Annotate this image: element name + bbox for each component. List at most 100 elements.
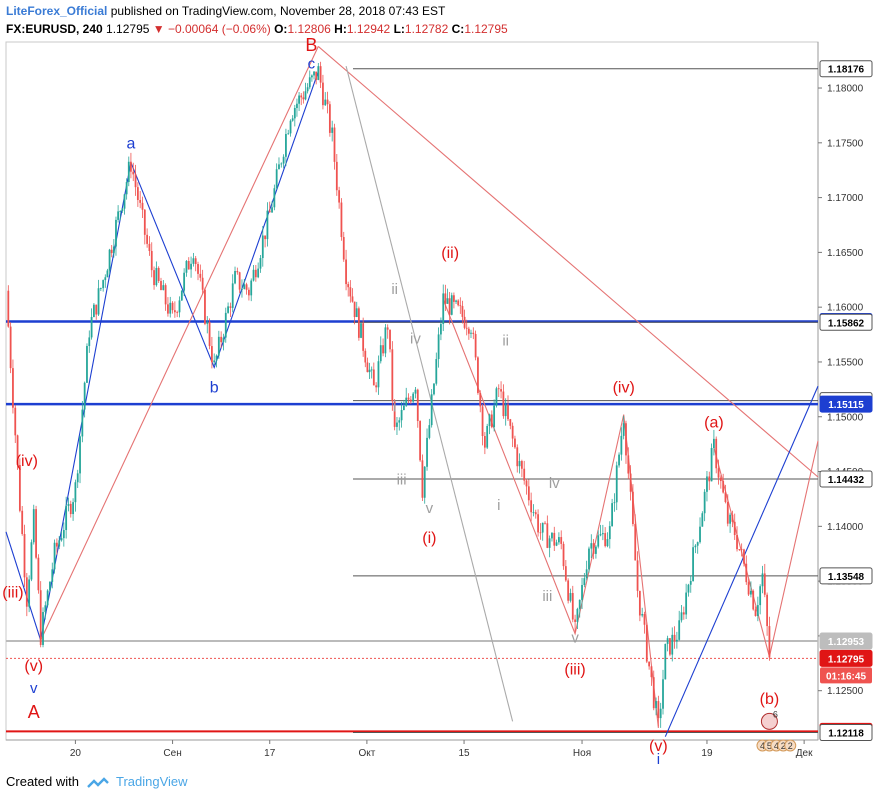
symbol-name: FX:EURUSD, 240 xyxy=(6,22,103,36)
candle-body xyxy=(421,460,424,498)
created-with-text: Created with xyxy=(6,774,79,789)
candle-body xyxy=(544,522,546,524)
tradingview-brand-link[interactable]: TradingView xyxy=(116,774,188,789)
candles xyxy=(7,61,771,728)
event-flag-icon xyxy=(760,712,778,730)
candle-body xyxy=(541,522,544,533)
candle-body xyxy=(442,293,445,324)
candle-body xyxy=(585,569,588,579)
candle-body xyxy=(331,127,334,133)
wave-label: (ii) xyxy=(441,245,459,262)
open-label: O: xyxy=(274,22,288,36)
candle-body xyxy=(319,66,322,83)
candle-body xyxy=(470,332,472,334)
author-link[interactable]: LiteForex_Official xyxy=(6,4,108,18)
candle-body xyxy=(611,503,614,527)
candle-body xyxy=(21,510,24,535)
candle-body xyxy=(581,584,583,600)
countdown-badge xyxy=(820,667,872,684)
candle-body xyxy=(625,423,627,456)
candle-body xyxy=(706,476,708,492)
event-count-label: 4 xyxy=(774,741,779,751)
candle-body xyxy=(393,401,396,427)
candle-body xyxy=(28,579,31,607)
candle-body xyxy=(187,261,190,270)
candle-body xyxy=(657,701,660,719)
candle-body xyxy=(396,422,398,427)
candle-body xyxy=(562,543,565,567)
candle-body xyxy=(222,337,225,343)
candle-body xyxy=(534,512,537,515)
low-label: L: xyxy=(393,22,405,36)
price-badge xyxy=(819,649,873,667)
candle-body xyxy=(201,277,204,290)
candle-body xyxy=(555,542,558,546)
price-badge xyxy=(819,313,873,331)
candle-body xyxy=(190,263,192,270)
candle-body xyxy=(459,305,462,307)
price-badge xyxy=(819,470,873,488)
y-tick-label: 1.15500 xyxy=(827,357,864,368)
candle-body xyxy=(514,438,516,448)
candle-body xyxy=(694,545,697,548)
candle-body xyxy=(437,334,440,360)
footer: Created with TradingView xyxy=(6,774,188,789)
candle-body xyxy=(763,573,766,595)
x-tick-label: 15 xyxy=(458,748,470,759)
x-tick-label: Окт xyxy=(358,748,375,759)
candle-body xyxy=(389,329,391,350)
candle-body xyxy=(199,273,202,278)
candle-body xyxy=(102,280,105,289)
wave-label: (iii) xyxy=(564,661,585,678)
candle-body xyxy=(740,549,743,551)
price-badge xyxy=(819,724,873,742)
candle-body xyxy=(254,269,257,278)
candle-body xyxy=(55,542,58,547)
candle-body xyxy=(701,513,704,527)
candle-body xyxy=(95,304,98,315)
candle-body xyxy=(502,391,505,417)
candle-body xyxy=(234,271,236,284)
trend-line xyxy=(345,65,514,722)
candle-body xyxy=(97,288,100,315)
candle-body xyxy=(364,350,367,363)
event-count-label: 5 xyxy=(767,741,772,751)
candle-body xyxy=(93,304,95,318)
candle-body xyxy=(162,285,165,291)
candle-body xyxy=(699,526,701,543)
candle-body xyxy=(148,243,151,251)
candle-body xyxy=(224,312,227,338)
candle-body xyxy=(574,619,576,622)
candle-body xyxy=(324,99,327,106)
candle-body xyxy=(302,97,305,100)
candle-body xyxy=(405,397,408,406)
candle-body xyxy=(488,414,491,426)
candle-body xyxy=(669,638,671,655)
candle-body xyxy=(634,524,637,561)
candle-body xyxy=(278,164,280,170)
candle-body xyxy=(326,99,329,105)
candle-body xyxy=(241,288,243,290)
candle-body xyxy=(689,581,692,585)
candle-body xyxy=(60,538,63,541)
candle-body xyxy=(32,509,35,543)
candle-body xyxy=(183,272,186,291)
candle-body xyxy=(37,557,40,591)
wave-label: (b) xyxy=(760,691,780,708)
candle-body xyxy=(229,306,232,308)
wave-label: v xyxy=(571,629,579,646)
candle-body xyxy=(703,491,706,514)
trend-line xyxy=(5,531,42,641)
candle-body xyxy=(627,455,630,474)
candle-body xyxy=(520,461,523,469)
candle-body xyxy=(264,235,266,240)
candle-body xyxy=(117,211,120,220)
candle-body xyxy=(313,71,315,76)
y-tick-label: 1.16500 xyxy=(827,248,864,259)
candle-body xyxy=(664,643,667,680)
candle-body xyxy=(370,369,373,371)
wave-label: (iv) xyxy=(613,380,635,397)
candle-body xyxy=(259,258,262,269)
candle-body xyxy=(539,532,542,534)
